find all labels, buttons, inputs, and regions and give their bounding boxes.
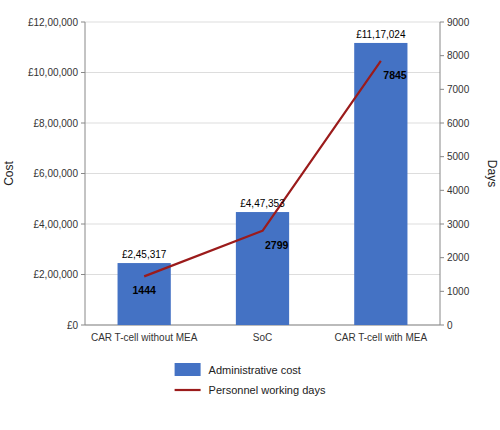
grid-line (85, 22, 440, 23)
y-tick-label: £2,00,000 (34, 269, 79, 280)
y2-tick-label: 7000 (447, 84, 470, 95)
y-tick (81, 274, 85, 275)
y2-tick (440, 325, 444, 326)
y2-tick-label: 3000 (447, 219, 470, 230)
bar (354, 43, 407, 325)
y2-tick-label: 9000 (447, 17, 470, 28)
y-tick-label: £4,00,000 (34, 219, 79, 230)
y2-tick-label: 8000 (447, 50, 470, 61)
y-tick-label: £10,00,000 (28, 67, 78, 78)
bar-label: £4,47,353 (240, 198, 285, 209)
y2-tick-label: 1000 (447, 286, 470, 297)
y2-tick (440, 257, 444, 258)
y2-axis-title: Days (485, 160, 499, 187)
legend-label: Personnel working days (209, 384, 326, 396)
legend-swatch (175, 363, 201, 376)
line-label: 2799 (265, 239, 289, 251)
y2-tick (440, 156, 444, 157)
legend: Administrative cost Personnel working day… (175, 363, 326, 396)
y2-tick-label: 2000 (447, 252, 470, 263)
y-tick (81, 123, 85, 124)
data-labels: £2,45,317 £4,47,353 £11,17,024 1444 2799 7845 (122, 29, 407, 296)
y2-tick-label: 4000 (447, 185, 470, 196)
y-tick (81, 173, 85, 174)
y-axis-title: Cost (2, 161, 16, 186)
y2-tick (440, 22, 444, 23)
x-tick-label: CAR T-cell with MEA (335, 332, 428, 343)
y-tick (81, 224, 85, 225)
y2-tick (440, 224, 444, 225)
bar-label: £11,17,024 (356, 29, 406, 40)
y2-tick-label: 6000 (447, 118, 470, 129)
y2-axis-line (440, 22, 441, 325)
legend-label: Administrative cost (209, 364, 301, 376)
y2-tick-label: 5000 (447, 151, 470, 162)
y-tick-label: £6,00,000 (34, 168, 79, 179)
bar-label: £2,45,317 (122, 249, 167, 260)
y2-tick-label: 0 (447, 320, 453, 331)
line-label: 1444 (132, 284, 156, 296)
y2-tick (440, 123, 444, 124)
y2-tick (440, 55, 444, 56)
line-label: 7845 (383, 69, 407, 81)
plot-area (118, 43, 408, 325)
y-tick (81, 22, 85, 23)
y2-tick (440, 291, 444, 292)
y-tick-label: £12,00,000 (28, 17, 78, 28)
x-tick-label: CAR T-cell without MEA (91, 332, 198, 343)
bar (118, 263, 171, 325)
y-tick (81, 325, 85, 326)
y-tick-label: £8,00,000 (34, 118, 79, 129)
y-tick (81, 72, 85, 73)
legend-swatch (175, 389, 201, 391)
y2-tick (440, 89, 444, 90)
line (144, 61, 381, 277)
y2-tick (440, 190, 444, 191)
y-tick-label: £0 (67, 320, 79, 331)
x-tick-label: SoC (253, 332, 272, 343)
